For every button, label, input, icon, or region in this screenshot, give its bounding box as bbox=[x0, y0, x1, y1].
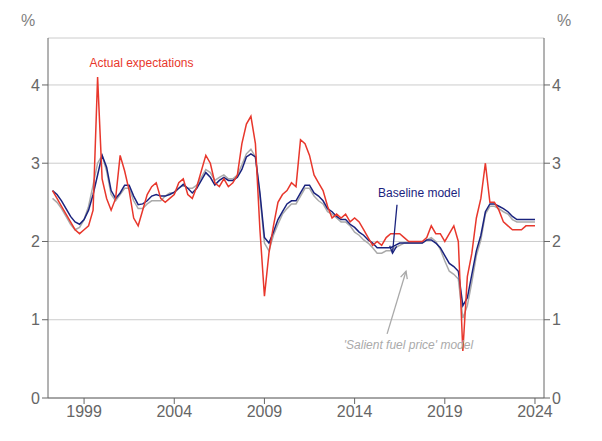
svg-text:Baseline model: Baseline model bbox=[378, 186, 460, 200]
svg-text:1999: 1999 bbox=[66, 403, 102, 420]
svg-text:2009: 2009 bbox=[247, 403, 283, 420]
svg-text:3: 3 bbox=[552, 155, 561, 172]
svg-text:1: 1 bbox=[552, 311, 561, 328]
svg-text:1: 1 bbox=[31, 311, 40, 328]
svg-text:Actual expectations: Actual expectations bbox=[89, 56, 193, 70]
svg-text:2019: 2019 bbox=[427, 403, 463, 420]
svg-text:%: % bbox=[21, 12, 35, 29]
svg-text:2014: 2014 bbox=[337, 403, 373, 420]
svg-text:4: 4 bbox=[552, 77, 561, 94]
svg-text:2: 2 bbox=[552, 233, 561, 250]
svg-text:0: 0 bbox=[552, 390, 561, 407]
svg-text:'Salient fuel price' model: 'Salient fuel price' model bbox=[344, 338, 474, 352]
svg-text:2024: 2024 bbox=[517, 403, 553, 420]
svg-text:2: 2 bbox=[31, 233, 40, 250]
svg-text:4: 4 bbox=[31, 77, 40, 94]
svg-text:2004: 2004 bbox=[156, 403, 192, 420]
svg-text:%: % bbox=[557, 12, 571, 29]
svg-text:3: 3 bbox=[31, 155, 40, 172]
svg-text:0: 0 bbox=[31, 390, 40, 407]
